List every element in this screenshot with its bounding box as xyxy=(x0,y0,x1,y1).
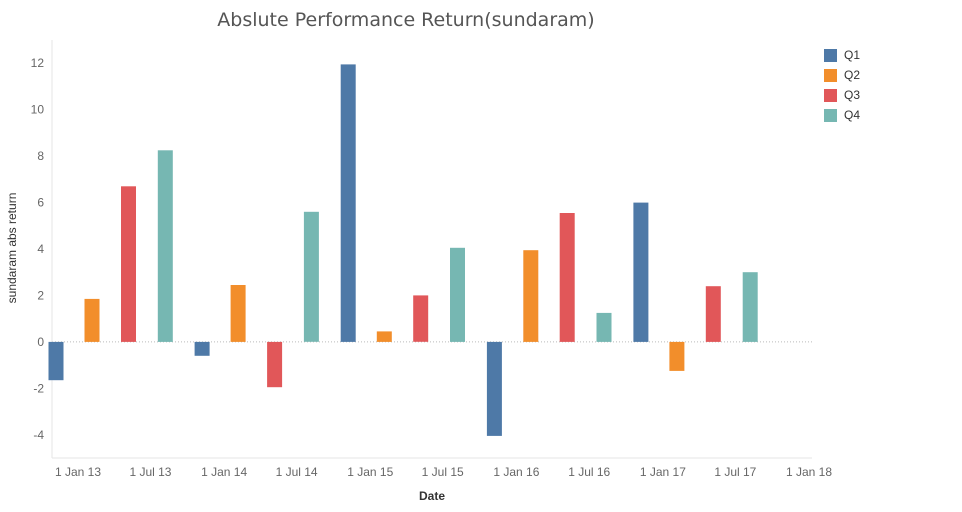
bar-q1 xyxy=(486,341,502,436)
legend: Q1 Q2 Q3 Q4 xyxy=(824,45,860,125)
y-tick-label: 12 xyxy=(31,56,45,70)
y-tick-label: 8 xyxy=(37,149,44,163)
legend-label: Q3 xyxy=(844,88,861,102)
y-tick-label: 0 xyxy=(37,335,44,349)
bar-q4 xyxy=(450,247,465,342)
bar-q2 xyxy=(669,341,685,371)
x-tick-label: 1 Jan 15 xyxy=(347,465,393,479)
y-tick-label: 10 xyxy=(31,103,45,117)
bar-q3 xyxy=(705,286,721,342)
x-tick-label: 1 Jan 13 xyxy=(55,465,101,479)
legend-label: Q1 xyxy=(844,48,861,62)
x-tick-label: 1 Jan 17 xyxy=(640,465,686,479)
x-tick-label: 1 Jan 18 xyxy=(786,465,832,479)
bar-q4 xyxy=(157,150,173,342)
legend-item-q4[interactable]: Q4 xyxy=(824,105,860,125)
legend-swatch xyxy=(824,108,837,122)
x-tick-label: 1 Jul 16 xyxy=(568,465,610,479)
x-tick-label: 1 Jul 17 xyxy=(714,465,756,479)
bar-q3 xyxy=(267,341,283,388)
y-tick-label: -2 xyxy=(33,381,44,395)
y-tick-label: 2 xyxy=(37,288,44,302)
legend-swatch xyxy=(824,68,837,82)
legend-label: Q4 xyxy=(844,108,861,122)
bar-q1 xyxy=(194,341,210,356)
x-tick-label: 1 Jul 14 xyxy=(276,465,318,479)
legend-item-q1[interactable]: Q1 xyxy=(824,45,860,65)
y-axis-label: sundaram abs return xyxy=(5,193,19,304)
x-tick-label: 1 Jan 16 xyxy=(493,465,539,479)
legend-swatch xyxy=(824,88,837,102)
legend-item-q2[interactable]: Q2 xyxy=(824,65,860,85)
y-tick-label: 4 xyxy=(37,242,44,256)
bar-q1 xyxy=(633,202,649,342)
bar-q1 xyxy=(48,341,64,381)
bar-q4 xyxy=(742,272,758,342)
x-tick-label: 1 Jan 14 xyxy=(201,465,247,479)
legend-swatch xyxy=(824,48,837,62)
bar-q3 xyxy=(413,295,429,342)
bar-q2 xyxy=(523,250,539,342)
x-tick-label: 1 Jul 13 xyxy=(129,465,171,479)
bar-q4 xyxy=(596,312,612,342)
y-tick-label: -4 xyxy=(33,428,44,442)
bar-q3 xyxy=(559,213,575,342)
x-tick-label: 1 Jul 15 xyxy=(422,465,464,479)
bar-q2 xyxy=(84,298,100,342)
chart-title: Abslute Performance Return(sundaram) xyxy=(217,9,595,31)
y-tick-label: 6 xyxy=(37,196,44,210)
bar-q4 xyxy=(303,211,319,342)
bar-q3 xyxy=(121,186,136,342)
bar-q2 xyxy=(376,331,392,342)
bar-q2 xyxy=(230,285,246,342)
legend-label: Q2 xyxy=(844,68,861,82)
legend-item-q3[interactable]: Q3 xyxy=(824,85,860,105)
x-axis-label: Date xyxy=(419,489,445,503)
bar-q1 xyxy=(340,64,356,342)
